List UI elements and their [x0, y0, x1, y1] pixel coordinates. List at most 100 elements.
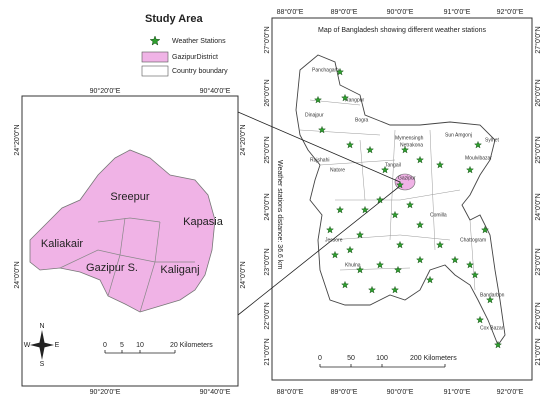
weather-station: [436, 160, 444, 169]
weather-station: [466, 260, 474, 269]
weather-station: [361, 205, 369, 214]
weather-station: [356, 265, 364, 274]
place-label: Sun Amgonj: [445, 132, 472, 138]
place-label: Mymensingh: [395, 135, 424, 141]
place-label: Kaliakair: [41, 238, 84, 250]
graticule-label: 89°0'0"E: [331, 8, 358, 16]
compass-label: W: [24, 342, 31, 349]
weather-station: [391, 285, 399, 294]
graticule-label: 24°0'0"N: [263, 193, 271, 220]
weather-station: [368, 285, 376, 294]
graticule-label: 88°0'0"E: [277, 8, 304, 16]
weather-station: [426, 275, 434, 284]
weather-station: [314, 95, 322, 104]
weather-station: [318, 125, 326, 134]
weather-station: [394, 265, 402, 274]
weather-station: [451, 255, 459, 264]
compass-label: N: [39, 323, 44, 330]
graticule-label: 24°0'0"N: [239, 261, 247, 288]
legend-star: [149, 35, 161, 46]
scale-label: 50: [347, 355, 355, 362]
graticule-label: 90°20'0"E: [90, 388, 121, 396]
place-label: Jessore: [325, 237, 343, 243]
scale-bar: [104, 350, 176, 354]
place-label: Tangail: [385, 162, 401, 168]
place-label: Comilla: [430, 212, 447, 218]
scale-label: 5: [120, 342, 124, 349]
graticule-label: 24°20'0"N: [13, 124, 21, 155]
place-label: Rangpur: [345, 97, 365, 103]
graticule-label: 90°40'0"E: [200, 388, 231, 396]
legend-item: Country boundary: [172, 68, 228, 75]
graticule-label: 90°40'0"E: [200, 87, 231, 95]
north-arrow: [30, 330, 54, 360]
place-label: Chattogram: [460, 237, 486, 243]
weather-station: [466, 165, 474, 174]
weather-station: [494, 340, 502, 349]
weather-station: [436, 240, 444, 249]
graticule-label: 90°20'0"E: [90, 87, 121, 95]
weather-station: [481, 225, 489, 234]
weather-station: [471, 270, 479, 279]
place-label: Sreepur: [110, 191, 149, 203]
graticule-label: 23°0'0"N: [534, 248, 542, 275]
upazila-boundary: [59, 217, 195, 313]
place-label: Bandarbon: [480, 292, 505, 298]
place-label: Khulna: [345, 262, 361, 268]
place-label: Gazipur S.: [86, 262, 138, 274]
place-label: Sylhet: [485, 137, 500, 143]
place-label: Netrakona: [400, 142, 423, 148]
scale-label: 0: [103, 342, 107, 349]
weather-station: [346, 245, 354, 254]
scale-label: 10: [136, 342, 144, 349]
graticule-label: 90°0'0"E: [387, 388, 414, 396]
place-label: Natore: [330, 167, 345, 173]
place-label: Cox Bazar: [480, 325, 504, 331]
scale-label: 20 Kilometers: [170, 342, 213, 349]
weather-station: [341, 93, 349, 102]
graticule-label: 27°0'0"N: [263, 26, 271, 53]
place-label: Moulvibazar: [465, 155, 492, 161]
weather-station: [336, 67, 344, 76]
graticule-label: 91°0'0"E: [444, 8, 471, 16]
connector-line: [237, 111, 401, 316]
graticule-label: 90°0'0"E: [387, 8, 414, 16]
place-label: Dinajpur: [305, 112, 324, 118]
graticule-label: 24°20'0"N: [239, 124, 247, 155]
graticule-label: 26°0'0"N: [263, 79, 271, 106]
graticule-label: 92°0'0"E: [497, 388, 524, 396]
weather-station: [401, 145, 409, 154]
weather-station: [346, 140, 354, 149]
scale-label: 200 Kilometers: [410, 355, 457, 362]
scale-label: 100: [376, 355, 388, 362]
graticule-label: 27°0'0"N: [534, 26, 542, 53]
weather-station: [416, 155, 424, 164]
legend-item: Weather Stations: [172, 38, 226, 45]
legend-swatch: [141, 51, 169, 63]
graticule-label: 89°0'0"E: [331, 388, 358, 396]
weather-station: [336, 205, 344, 214]
weather-station: [474, 140, 482, 149]
graticule-label: 25°0'0"N: [534, 136, 542, 163]
place-label: Rajshahi: [310, 157, 329, 163]
graticule-label: 92°0'0"E: [497, 8, 524, 16]
weather-station: [331, 250, 339, 259]
weather-station: [486, 295, 494, 304]
graticule-label: 21°0'0"N: [263, 338, 271, 365]
weather-station: [381, 165, 389, 174]
weather-station: [376, 260, 384, 269]
weather-station: [366, 145, 374, 154]
graticule-label: 88°0'0"E: [277, 388, 304, 396]
legend-swatch: [141, 65, 169, 77]
place-label: Gazipur: [398, 175, 416, 181]
graticule-label: 24°0'0"N: [534, 193, 542, 220]
weather-station: [341, 280, 349, 289]
distance-label: Weather stations distance: 36.6 km: [276, 160, 283, 269]
place-label: Panchagarh: [312, 67, 339, 73]
weather-station: [376, 195, 384, 204]
graticule-label: 22°0'0"N: [263, 302, 271, 329]
place-label: Bogra: [355, 117, 369, 123]
weather-station: [391, 210, 399, 219]
